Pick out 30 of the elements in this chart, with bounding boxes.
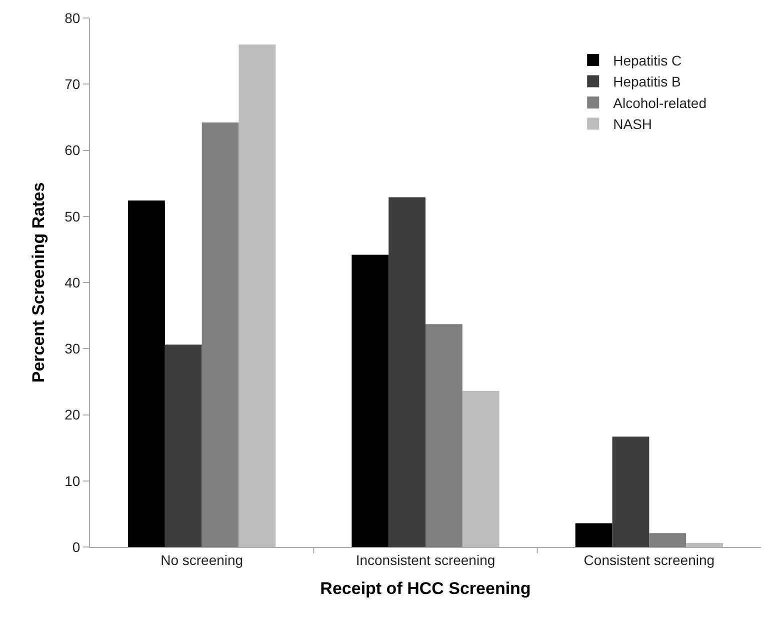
y-tick-label: 40 (64, 274, 80, 290)
y-axis-title: Percent Screening Rates (29, 182, 48, 383)
bar (202, 122, 239, 547)
x-tick-label: Inconsistent screening (356, 552, 496, 568)
y-tick-label: 50 (64, 208, 80, 224)
y-tick-label: 10 (64, 472, 80, 489)
bar (164, 344, 202, 547)
bar (462, 390, 500, 547)
bar (238, 44, 276, 547)
y-tick-label: 20 (64, 406, 80, 423)
y-tick-label: 30 (64, 340, 80, 357)
legend-label: Hepatitis B (613, 74, 681, 90)
bar (575, 523, 612, 547)
bar (686, 543, 723, 547)
y-tick-label: 0 (72, 538, 80, 555)
bar (612, 436, 650, 547)
bar (128, 200, 165, 547)
y-tick-label: 60 (64, 142, 80, 158)
x-tick-label: No screening (160, 552, 244, 568)
y-tick-label: 70 (64, 76, 80, 92)
bar (352, 254, 389, 547)
bar (388, 197, 426, 547)
bar (649, 533, 686, 547)
legend-label: Alcohol-related (613, 94, 707, 111)
bar (426, 324, 462, 547)
x-tick-label: Consistent screening (584, 552, 715, 568)
legend-label: Hepatitis C (613, 52, 682, 69)
y-tick-label: 80 (64, 10, 80, 26)
x-axis-title: Receipt of HCC Screening (320, 579, 531, 598)
legend-label: NASH (613, 116, 652, 132)
